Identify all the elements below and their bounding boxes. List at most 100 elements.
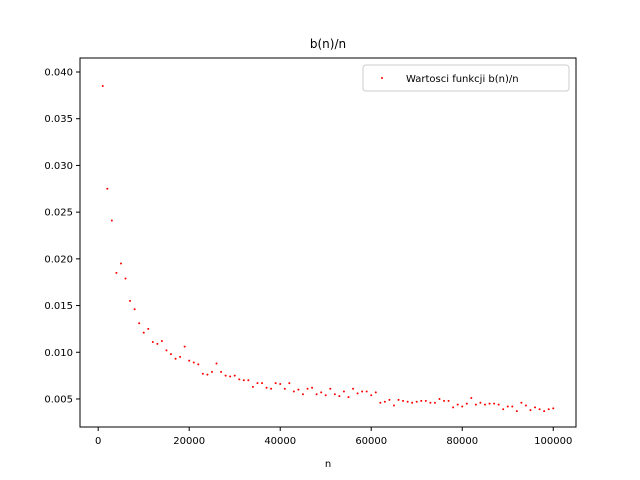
data-point <box>374 391 377 394</box>
x-tick-label: 0 <box>95 436 101 447</box>
legend-label: Wartosci funkcji b(n)/n <box>406 74 519 85</box>
data-point <box>547 408 550 411</box>
data-point <box>183 345 186 348</box>
data-point <box>170 353 173 356</box>
data-point <box>342 390 345 393</box>
data-point <box>151 340 154 343</box>
data-point <box>415 400 418 403</box>
x-axis: 0 20000 40000 60000 80000 100000 <box>95 427 572 447</box>
data-point <box>379 401 382 404</box>
data-point <box>461 405 464 408</box>
data-point <box>397 398 400 401</box>
y-tick-label: 0.030 <box>44 161 73 172</box>
data-point <box>534 406 537 409</box>
data-point <box>165 349 168 352</box>
data-point <box>288 382 291 385</box>
x-tick-label: 100000 <box>534 436 572 447</box>
data-point <box>138 322 141 325</box>
data-point <box>515 410 518 413</box>
data-point <box>197 363 200 366</box>
y-axis: 0.005 0.010 0.015 0.020 0.025 0.030 0.035 0.040 <box>44 68 80 405</box>
data-point <box>265 386 268 389</box>
x-tick-label: 20000 <box>173 436 205 447</box>
data-point <box>392 404 395 407</box>
data-point <box>115 271 118 274</box>
data-point <box>356 392 359 395</box>
data-point <box>465 402 468 405</box>
data-point <box>124 277 127 280</box>
data-point <box>315 393 318 396</box>
data-point <box>506 405 509 408</box>
data-point <box>233 374 236 377</box>
data-point <box>411 401 414 404</box>
data-point <box>301 393 304 396</box>
data-point <box>210 370 213 373</box>
chart-title: b(n)/n <box>310 37 346 51</box>
data-point <box>388 398 391 401</box>
y-tick-label: 0.040 <box>44 68 73 79</box>
data-point <box>447 399 450 402</box>
data-point <box>552 407 555 410</box>
data-point <box>147 327 150 330</box>
data-point <box>452 406 455 409</box>
data-point <box>106 187 109 190</box>
data-point <box>365 390 368 393</box>
data-point <box>306 387 309 390</box>
data-point <box>488 402 491 405</box>
y-tick-label: 0.005 <box>44 394 73 405</box>
y-tick-label: 0.015 <box>44 301 73 312</box>
legend-box <box>362 64 570 92</box>
x-tick-label: 60000 <box>355 436 387 447</box>
data-point <box>429 401 432 404</box>
data-point <box>238 378 241 381</box>
data-point <box>483 403 486 406</box>
data-point <box>383 400 386 403</box>
data-point <box>174 357 177 360</box>
y-tick-label: 0.020 <box>44 254 73 265</box>
data-point <box>251 385 254 388</box>
data-point <box>493 402 496 405</box>
data-point <box>101 85 104 88</box>
data-point <box>224 374 227 377</box>
data-point <box>470 397 473 400</box>
data-point <box>270 387 273 390</box>
data-point <box>206 373 209 376</box>
data-point <box>524 404 527 407</box>
y-tick-label: 0.035 <box>44 114 73 125</box>
data-point <box>188 359 191 362</box>
data-point <box>438 397 441 400</box>
data-point <box>511 405 514 408</box>
data-point <box>311 386 314 389</box>
data-point <box>479 401 482 404</box>
data-point <box>497 403 500 406</box>
data-point <box>229 375 232 378</box>
data-point <box>338 395 341 398</box>
data-point <box>283 387 286 390</box>
data-point <box>406 400 409 403</box>
data-point <box>433 401 436 404</box>
data-point <box>215 362 218 365</box>
data-point <box>529 409 532 412</box>
y-tick-label: 0.025 <box>44 208 73 219</box>
plot-frame <box>79 57 577 428</box>
data-point <box>256 382 259 385</box>
data-point <box>320 391 323 394</box>
y-tick-label: 0.010 <box>44 348 73 359</box>
data-point <box>160 340 163 343</box>
data-point <box>474 403 477 406</box>
data-point <box>520 401 523 404</box>
data-point <box>156 342 159 345</box>
data-point <box>361 390 364 393</box>
data-point <box>502 408 505 411</box>
data-point <box>261 382 264 385</box>
data-point <box>443 399 446 402</box>
data-point <box>242 379 245 382</box>
data-points <box>101 85 555 413</box>
data-point <box>333 393 336 396</box>
data-point <box>119 262 122 265</box>
data-point <box>192 361 195 364</box>
data-point <box>179 355 182 358</box>
data-point <box>424 399 427 402</box>
data-point <box>110 219 113 222</box>
